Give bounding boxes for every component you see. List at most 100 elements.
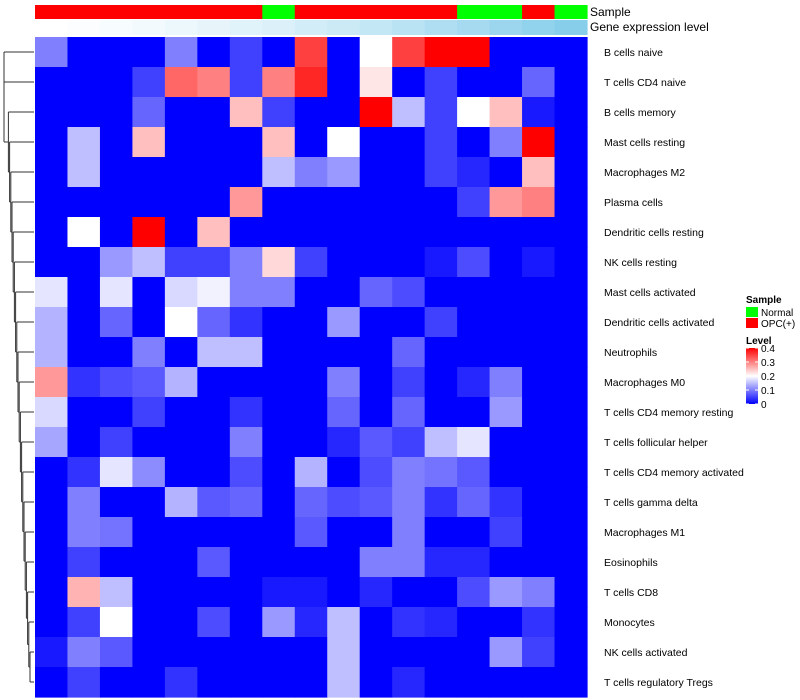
heatmap-cell: [294, 277, 328, 308]
heatmap-cell: [67, 247, 101, 278]
heatmap-cell: [424, 607, 458, 638]
heatmap-cell: [424, 547, 458, 578]
heatmap-cell: [294, 307, 328, 338]
heatmap-cell: [457, 667, 491, 698]
heatmap-cell: [489, 97, 523, 128]
heatmap-cell: [554, 607, 588, 638]
heatmap-cell: [294, 217, 328, 248]
heatmap-cell: [489, 457, 523, 488]
sample-annotation-cell: [489, 5, 523, 19]
heatmap-cell: [522, 667, 556, 698]
heatmap-cell: [67, 397, 101, 428]
heatmap-cell: [522, 187, 556, 218]
heatmap-cell: [294, 547, 328, 578]
heatmap-cell: [35, 577, 69, 608]
heatmap-cell: [327, 37, 361, 68]
heatmap-cell: [35, 157, 69, 188]
heatmap-cell: [99, 367, 134, 398]
level-annotation-cell: [327, 20, 361, 35]
heatmap-cell: [424, 277, 458, 308]
heatmap-cell: [262, 487, 296, 518]
heatmap-cell: [327, 97, 361, 128]
heatmap-cell: [424, 67, 458, 98]
heatmap-cell: [327, 607, 361, 638]
heatmap-cell: [489, 667, 523, 698]
heatmap-cell: [164, 157, 198, 188]
heatmap-cell: [327, 577, 361, 608]
heatmap-cell: [164, 397, 198, 428]
heatmap-cell: [229, 367, 263, 398]
heatmap-cell: [327, 517, 361, 548]
heatmap-cell: [327, 397, 361, 428]
sample-annotation-cell: [457, 5, 491, 19]
heatmap-cell: [294, 37, 328, 68]
heatmap-cell: [294, 367, 328, 398]
heatmap-cell: [99, 427, 134, 458]
heatmap-cell: [229, 217, 263, 248]
row-label: Eosinophils: [604, 557, 658, 569]
sample-annotation-cell: [197, 5, 231, 19]
heatmap-cell: [229, 337, 263, 368]
heatmap-cell: [132, 547, 166, 578]
sample-annotation-cell: [262, 5, 296, 19]
heatmap-cell: [35, 457, 69, 488]
heatmap-cell: [489, 517, 523, 548]
heatmap-cell: [99, 667, 134, 698]
heatmap-cell: [424, 217, 458, 248]
heatmap-cell: [489, 367, 523, 398]
heatmap-cell: [554, 277, 588, 308]
row-label: T cells CD4 memory resting: [604, 407, 733, 419]
heatmap-cell: [457, 637, 491, 668]
row-label: NK cells activated: [604, 647, 688, 659]
heatmap-cell: [262, 277, 296, 308]
heatmap-cell: [359, 247, 393, 278]
heatmap-cell: [392, 67, 426, 98]
heatmap-cell: [164, 547, 198, 578]
heatmap-cell: [262, 457, 296, 488]
heatmap-cell: [522, 157, 556, 188]
heatmap-cell: [197, 127, 231, 158]
heatmap-cell: [67, 427, 101, 458]
heatmap-cell: [554, 217, 588, 248]
row-label: Mast cells resting: [604, 137, 685, 149]
heatmap-cell: [457, 97, 491, 128]
heatmap-cell: [67, 307, 101, 338]
heatmap-cell: [457, 457, 491, 488]
heatmap-cell: [35, 367, 69, 398]
heatmap-cell: [197, 547, 231, 578]
row-label: T cells CD8: [604, 587, 658, 599]
heatmap-cell: [35, 487, 69, 518]
level-annotation-cell: [132, 20, 166, 35]
sample-annotation-bar: [35, 5, 588, 19]
heatmap-cell: [359, 337, 393, 368]
legend-sample-label: OPC(+): [761, 319, 795, 330]
heatmap-cell: [327, 427, 361, 458]
heatmap-cell: [392, 427, 426, 458]
heatmap-cell: [164, 517, 198, 548]
row-label: Mast cells activated: [604, 287, 696, 299]
heatmap-cell: [197, 187, 231, 218]
level-annotation-label: Gene expression level: [590, 20, 709, 34]
heatmap-cell: [392, 637, 426, 668]
heatmap-cell: [294, 517, 328, 548]
sample-annotation-cell: [359, 5, 393, 19]
heatmap-cell: [554, 67, 588, 98]
heatmap-cell: [554, 517, 588, 548]
heatmap-cell: [294, 607, 328, 638]
row-label: NK cells resting: [604, 257, 677, 269]
level-annotation-cell: [35, 20, 69, 35]
heatmap-cell: [67, 337, 101, 368]
heatmap-cell: [294, 187, 328, 218]
heatmap-cell: [489, 187, 523, 218]
heatmap-cell: [99, 127, 134, 158]
heatmap-cell: [262, 427, 296, 458]
row-label: T cells CD4 memory activated: [604, 467, 744, 479]
heatmap-cell: [197, 307, 231, 338]
legend-level-title: Level: [746, 336, 772, 347]
heatmap-cell: [294, 397, 328, 428]
legend-sample-swatch: [746, 318, 758, 328]
heatmap-cell: [457, 337, 491, 368]
heatmap-cell: [327, 487, 361, 518]
heatmap-cell: [294, 577, 328, 608]
